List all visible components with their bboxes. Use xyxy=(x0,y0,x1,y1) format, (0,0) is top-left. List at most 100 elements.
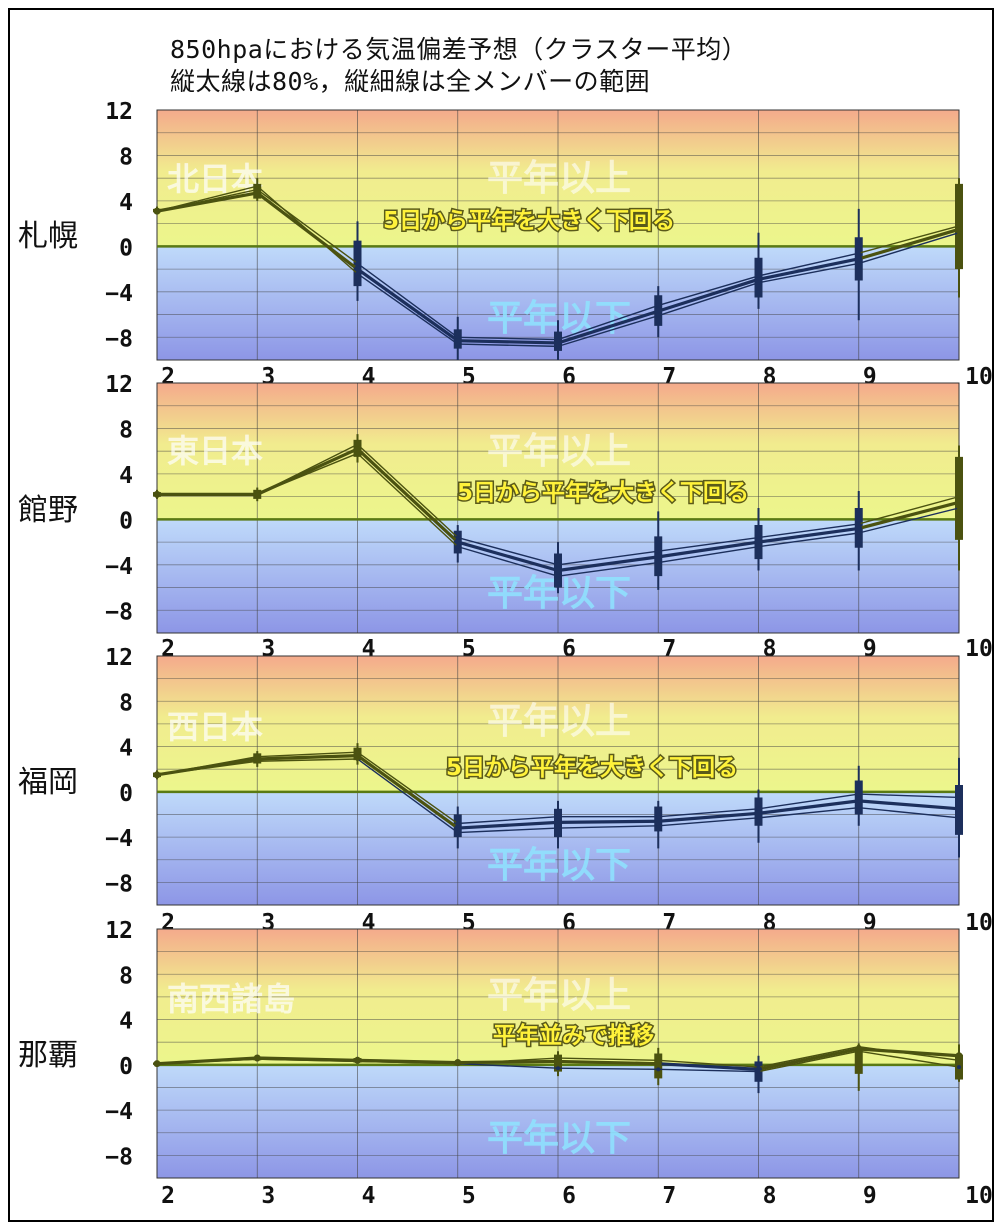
data-point xyxy=(855,255,863,263)
series-segment xyxy=(858,507,960,534)
y-tick-label: −8 xyxy=(105,326,133,352)
data-point xyxy=(554,567,562,574)
series-segment xyxy=(356,758,459,834)
y-tick-label: −4 xyxy=(105,554,133,580)
data-point xyxy=(554,339,562,347)
series-segment xyxy=(557,304,659,341)
series-segment xyxy=(756,799,861,815)
series-segment xyxy=(557,561,659,577)
series-segment xyxy=(457,1062,559,1069)
y-tick-label: −8 xyxy=(105,599,133,625)
data-point xyxy=(856,261,861,266)
data-point xyxy=(856,1044,861,1049)
series-segment xyxy=(657,808,760,818)
series-segment xyxy=(557,1067,659,1071)
series-segment xyxy=(858,1050,960,1068)
data-point xyxy=(454,538,462,546)
data-point xyxy=(856,805,861,810)
data-point xyxy=(656,303,661,308)
data-point xyxy=(355,442,360,447)
series-segment xyxy=(356,751,459,825)
y-tick-label: 4 xyxy=(119,1009,133,1035)
data-point xyxy=(756,544,761,549)
data-point xyxy=(756,806,761,811)
region-label: 北日本 xyxy=(167,160,263,198)
series-segment xyxy=(657,817,760,827)
data-point xyxy=(957,1065,961,1070)
series-segment xyxy=(255,191,360,271)
station-name: 館野 xyxy=(18,493,78,528)
data-point xyxy=(656,560,661,565)
y-tick-label: 0 xyxy=(119,781,133,807)
above-normal-label: 平年以上 xyxy=(487,158,631,199)
y-tick-label: 4 xyxy=(119,736,133,762)
series-segment xyxy=(456,820,560,830)
series-segment xyxy=(256,452,359,496)
data-point xyxy=(656,1067,661,1072)
series-segment xyxy=(256,751,359,758)
data-point xyxy=(957,506,961,510)
forecast-comment: 5日から平年を大きく下回る xyxy=(383,207,675,234)
data-point xyxy=(755,275,762,283)
series-segment xyxy=(355,267,460,343)
series-segment xyxy=(756,257,861,281)
data-point xyxy=(556,1056,560,1061)
series-segment xyxy=(858,495,960,525)
data-point xyxy=(955,805,963,813)
data-point xyxy=(355,451,360,456)
data-point xyxy=(155,772,159,777)
data-point xyxy=(756,1069,761,1074)
data-point xyxy=(856,531,861,535)
y-tick-label: 8 xyxy=(119,963,133,989)
series-segment xyxy=(858,225,960,254)
data-point xyxy=(155,209,159,214)
series-segment xyxy=(657,275,760,307)
series-segment xyxy=(355,447,460,544)
y-tick-label: 12 xyxy=(105,372,133,398)
y-tick-label: 12 xyxy=(105,645,133,671)
series-segment xyxy=(356,272,459,345)
series-segment xyxy=(657,1068,760,1073)
data-point xyxy=(756,273,761,278)
data-point xyxy=(955,1052,963,1060)
data-point xyxy=(455,342,460,347)
x-tick-label: 9 xyxy=(863,1183,877,1209)
series-segment xyxy=(356,262,459,338)
series-segment xyxy=(156,756,258,776)
series-segment xyxy=(857,500,961,531)
region-label: 南西諸島 xyxy=(167,980,295,1018)
series-segment xyxy=(858,232,960,265)
series-segment xyxy=(457,545,559,577)
x-tick-label: 5 xyxy=(462,1183,476,1209)
series-segment xyxy=(356,1060,459,1065)
data-point xyxy=(656,823,661,828)
series-segment xyxy=(657,282,760,317)
series-segment xyxy=(858,806,960,819)
y-tick-label: 8 xyxy=(119,690,133,716)
y-tick-label: 0 xyxy=(119,235,133,261)
series-segment xyxy=(656,540,761,559)
data-point xyxy=(255,184,260,189)
data-point xyxy=(455,535,460,540)
data-point xyxy=(355,1059,360,1064)
series-segment xyxy=(857,1047,961,1058)
series-segment xyxy=(556,819,660,824)
series-segment xyxy=(256,758,359,762)
y-tick-label: −8 xyxy=(105,1144,133,1170)
data-point xyxy=(455,830,460,835)
series-segment xyxy=(557,314,659,348)
series-segment xyxy=(756,1047,861,1071)
data-point xyxy=(756,280,761,285)
data-point xyxy=(556,562,560,567)
series-segment xyxy=(757,523,860,539)
y-tick-label: 4 xyxy=(119,463,133,489)
data-point xyxy=(554,1057,562,1065)
y-tick-label: 0 xyxy=(119,1054,133,1080)
series-segment xyxy=(656,811,761,823)
series-segment xyxy=(457,536,559,566)
series-segment xyxy=(356,443,459,539)
series-segment xyxy=(557,550,659,566)
